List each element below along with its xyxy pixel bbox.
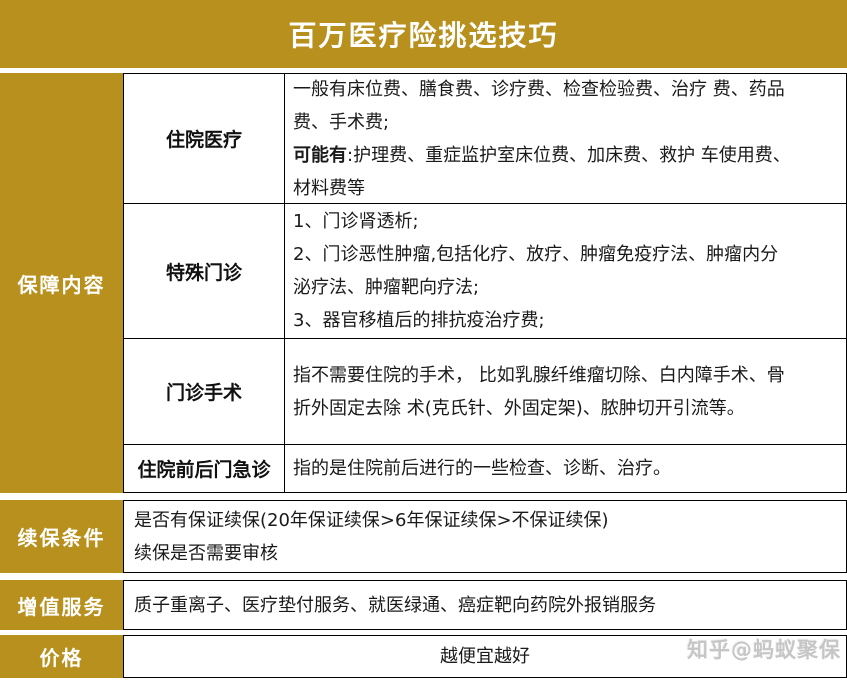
renewal-content-cell: 是否有保证续保(20年保证续保>6年保证续保>不保证续保) 续保是否需要审核 (123, 500, 847, 573)
section-divider (0, 573, 847, 580)
coverage-row-text: 指的是住院前后进行的一些检查、诊断、治疗。 (293, 458, 671, 479)
section-label-renewal: 续保条件 (0, 500, 123, 573)
coverage-row-label: 住院前后门急诊 (124, 445, 285, 492)
section-divider (0, 630, 847, 635)
section-label-price: 价格 (0, 635, 123, 678)
coverage-row-content: 一般有床位费、膳食费、诊疗费、检查检验费、治疗 费、药品 费、手术费; 可能有:… (285, 74, 846, 203)
section-price: 价格 越便宜越好 (0, 635, 847, 678)
section-label-vas: 增值服务 (0, 580, 123, 630)
section-coverage: 保障内容 住院医疗 一般有床位费、膳食费、诊疗费、检查检验费、治疗 费、药品 费… (0, 73, 847, 493)
coverage-row-outpatient-surgery: 门诊手术 指不需要住院的手术， 比如乳腺纤维瘤切除、白内障手术、骨 折外固定去除… (124, 339, 846, 445)
hospitalization-possible-text: :护理费、重症监护室床位费、加床费、救护 车使用费、 材料费等 (293, 144, 791, 199)
coverage-row-content: 指的是住院前后进行的一些检查、诊断、治疗。 (285, 445, 846, 492)
price-text: 越便宜越好 (440, 646, 530, 667)
coverage-row-text: 1、门诊肾透析; 2、门诊恶性肿瘤,包括化疗、放疗、肿瘤免疫疗法、肿瘤内分 泌疗… (293, 211, 779, 331)
coverage-row-text: 指不需要住院的手术， 比如乳腺纤维瘤切除、白内障手术、骨 折外固定去除 术(克氏… (293, 364, 785, 419)
coverage-row-special-outpatient: 特殊门诊 1、门诊肾透析; 2、门诊恶性肿瘤,包括化疗、放疗、肿瘤免疫疗法、肿瘤… (124, 204, 846, 339)
coverage-row-text: 一般有床位费、膳食费、诊疗费、检查检验费、治疗 费、药品 费、手术费; 可能有:… (293, 73, 791, 205)
coverage-row-label: 门诊手术 (124, 339, 285, 444)
coverage-row-label: 特殊门诊 (124, 204, 285, 338)
price-content-cell: 越便宜越好 (123, 635, 847, 678)
section-divider (0, 68, 847, 73)
section-label-coverage: 保障内容 (0, 73, 123, 493)
coverage-row-content: 1、门诊肾透析; 2、门诊恶性肿瘤,包括化疗、放疗、肿瘤免疫疗法、肿瘤内分 泌疗… (285, 204, 846, 338)
coverage-row-content: 指不需要住院的手术， 比如乳腺纤维瘤切除、白内障手术、骨 折外固定去除 术(克氏… (285, 339, 846, 444)
coverage-row-pre-post-hospital: 住院前后门急诊 指的是住院前后进行的一些检查、诊断、治疗。 (124, 445, 846, 492)
coverage-row-hospitalization: 住院医疗 一般有床位费、膳食费、诊疗费、检查检验费、治疗 费、药品 费、手术费;… (124, 74, 846, 204)
hospitalization-bold-text: 可能有 (293, 144, 347, 166)
title-bar: 百万医疗险挑选技巧 (0, 0, 847, 68)
page-title: 百万医疗险挑选技巧 (288, 19, 559, 52)
hospitalization-general-text: 一般有床位费、膳食费、诊疗费、检查检验费、治疗 费、药品 费、手术费; (293, 78, 785, 133)
section-divider (0, 493, 847, 500)
coverage-row-label: 住院医疗 (124, 74, 285, 203)
renewal-text: 是否有保证续保(20年保证续保>6年保证续保>不保证续保) 续保是否需要审核 (134, 509, 609, 564)
section-renewal: 续保条件 是否有保证续保(20年保证续保>6年保证续保>不保证续保) 续保是否需… (0, 500, 847, 573)
vas-text: 质子重离子、医疗垫付服务、就医绿通、癌症靶向药院外报销服务 (134, 594, 656, 616)
coverage-table: 住院医疗 一般有床位费、膳食费、诊疗费、检查检验费、治疗 费、药品 费、手术费;… (123, 73, 847, 493)
vas-content-cell: 质子重离子、医疗垫付服务、就医绿通、癌症靶向药院外报销服务 (123, 580, 847, 630)
section-value-added-services: 增值服务 质子重离子、医疗垫付服务、就医绿通、癌症靶向药院外报销服务 (0, 580, 847, 630)
